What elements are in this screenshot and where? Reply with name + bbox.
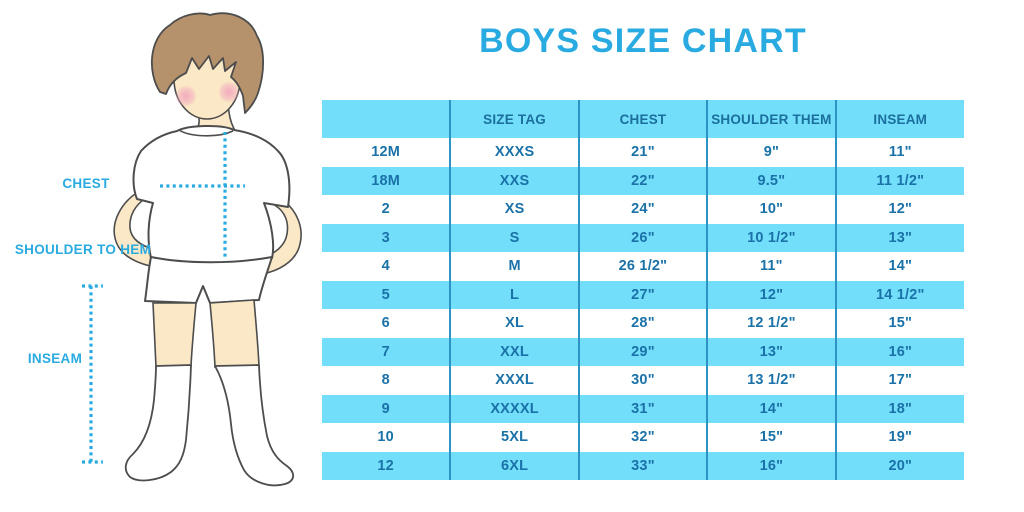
table-cell: XS <box>449 195 579 224</box>
table-cell: 31" <box>577 394 708 423</box>
table-cell: 13 1/2" <box>706 366 836 395</box>
table-cell: 12M <box>371 144 401 161</box>
table-row: 5 L 27" 12" 14 1/2" <box>322 280 964 309</box>
table-cell: XXXS <box>449 138 579 167</box>
size-table: SIZE TAG CHEST SHOULDER THEM INSEAM 12M XXXS… <box>322 100 964 480</box>
table-cell: 10 <box>377 429 394 446</box>
table-cell: 15" <box>834 309 964 338</box>
leg-right <box>209 299 260 368</box>
header-cell: SHOULDER THEM <box>706 100 836 138</box>
table-row: 8 XXXL 30" 13 1/2" 17" <box>322 366 964 395</box>
table-cell: 13" <box>834 223 964 252</box>
cheek-right <box>218 81 240 103</box>
size-table-body: 12M XXXS 21" 9" 11" 18M XXS 22" 9.5" 11 1/2" 2 XS 24… <box>322 138 964 480</box>
table-cell: XL <box>449 309 579 338</box>
table-cell: 12" <box>834 195 964 224</box>
sock-right <box>214 364 295 487</box>
table-cell: 33" <box>577 451 708 480</box>
table-cell: 10" <box>706 195 836 224</box>
boy-illustration <box>82 12 302 487</box>
table-cell: 14 1/2" <box>834 280 964 309</box>
table-cell: XXXXL <box>449 394 579 423</box>
shoulder-to-hem-label: SHOULDER TO HEM <box>14 242 152 257</box>
size-table-head: SIZE TAG CHEST SHOULDER THEM INSEAM <box>322 100 964 138</box>
header-cell: SIZE TAG <box>449 100 579 138</box>
table-cell: 16" <box>706 451 836 480</box>
table-cell: 11" <box>834 138 964 167</box>
table-cell: M <box>449 252 579 281</box>
leg-left <box>152 302 197 368</box>
table-row: 10 5XL 32" 15" 19" <box>322 423 964 452</box>
table-cell: 18M <box>322 166 451 195</box>
table-cell: 9.5" <box>706 166 836 195</box>
table-cell: 13" <box>706 337 836 366</box>
table-cell: 7 <box>322 337 451 366</box>
table-cell: 3 <box>322 223 451 252</box>
table-row: 4 M 26 1/2" 11" 14" <box>322 252 964 281</box>
sock-left <box>124 364 192 482</box>
table-row: 3 S 26" 10 1/2" 13" <box>322 223 964 252</box>
table-cell: 9 <box>322 394 451 423</box>
hair <box>150 12 265 114</box>
table-cell: 8 <box>381 372 390 389</box>
table-cell: 28" <box>577 309 708 338</box>
table-row: 6 XL 28" 12 1/2" 15" <box>322 309 964 338</box>
table-row: 9 XXXXL 31" 14" 18" <box>322 394 964 423</box>
table-cell: 9" <box>706 138 836 167</box>
table-cell: 12" <box>706 280 836 309</box>
tshirt <box>132 125 291 265</box>
collar <box>178 129 234 137</box>
table-cell: 11 1/2" <box>834 166 964 195</box>
table-cell: XXS <box>449 166 579 195</box>
table-cell: 4 <box>381 258 390 275</box>
table-cell: 2 <box>381 201 390 218</box>
table-row: 2 XS 24" 10" 12" <box>322 195 964 224</box>
table-cell: L <box>449 280 579 309</box>
shorts <box>144 256 273 304</box>
page-title: BOYS SIZE CHART <box>479 22 807 60</box>
table-cell: 26 1/2" <box>577 252 708 281</box>
table-cell: 5 <box>322 280 451 309</box>
table-cell: XXXL <box>449 366 579 395</box>
table-cell: 16" <box>834 337 964 366</box>
table-cell: 19" <box>834 423 964 452</box>
chest-label: CHEST <box>62 176 110 191</box>
table-cell: 12 1/2" <box>706 309 836 338</box>
table-cell: 6XL <box>449 451 579 480</box>
table-cell: 14" <box>706 394 836 423</box>
table-cell: 12 <box>322 451 451 480</box>
table-cell: 30" <box>577 366 708 395</box>
inseam-label: INSEAM <box>27 351 83 366</box>
table-cell: 24" <box>577 195 708 224</box>
table-cell: S <box>449 223 579 252</box>
table-cell: 22" <box>577 166 708 195</box>
table-cell: 10 1/2" <box>706 223 836 252</box>
table-cell: 14" <box>834 252 964 281</box>
table-row: 12 6XL 33" 16" 20" <box>322 451 964 480</box>
table-row: 7 XXL 29" 13" 16" <box>322 337 964 366</box>
table-cell: 11" <box>706 252 836 281</box>
table-cell: XXL <box>449 337 579 366</box>
cheek-left <box>175 85 197 107</box>
table-cell: 17" <box>834 366 964 395</box>
figure-panel: CHEST SHOULDER TO HEM INSEAM <box>0 0 330 512</box>
header-cell <box>322 100 451 138</box>
table-cell: 20" <box>834 451 964 480</box>
table-cell: 29" <box>577 337 708 366</box>
table-cell: 26" <box>577 223 708 252</box>
header-cell: INSEAM <box>834 100 964 138</box>
table-cell: 15" <box>706 423 836 452</box>
header-row: SIZE TAG CHEST SHOULDER THEM INSEAM <box>322 100 964 138</box>
header-cell: CHEST <box>577 100 708 138</box>
table-row: 12M XXXS 21" 9" 11" <box>322 138 964 167</box>
table-row: 18M XXS 22" 9.5" 11 1/2" <box>322 166 964 195</box>
table-cell: 5XL <box>449 423 579 452</box>
table-cell: 18" <box>834 394 964 423</box>
table-cell: 6 <box>381 315 390 332</box>
table-cell: 32" <box>577 423 708 452</box>
table-cell: 21" <box>577 138 708 167</box>
table-cell: 27" <box>577 280 708 309</box>
